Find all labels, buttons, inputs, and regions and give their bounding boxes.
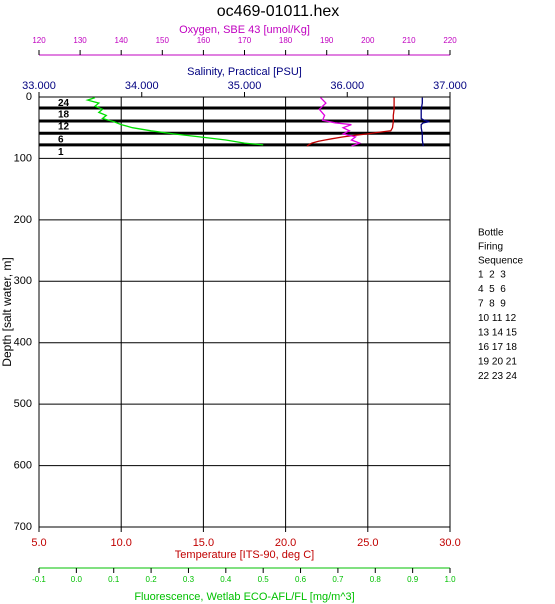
profile-line: [420, 97, 430, 147]
x-tick-label: 0.8: [370, 575, 382, 584]
x-tick-label: 34.000: [125, 80, 159, 92]
y-tick-label: 300: [14, 275, 32, 287]
y-tick-label: 200: [14, 214, 32, 226]
bottle-label: 6: [58, 135, 64, 146]
x-tick-label: 180: [279, 36, 293, 45]
legend-title: Sequence: [478, 256, 523, 267]
x-tick-label: 5.0: [31, 537, 46, 549]
x-tick-label: 0.9: [407, 575, 419, 584]
x-tick-label: 150: [156, 36, 170, 45]
y-tick-label: 700: [14, 521, 32, 533]
profile-line: [85, 96, 264, 146]
legend-row: 7 8 9: [478, 299, 506, 310]
x-tick-label: 1.0: [444, 575, 456, 584]
x-tick-label: 0.4: [220, 575, 232, 584]
x-tick-label: 120: [32, 36, 46, 45]
bottle-label: 12: [58, 122, 70, 133]
x-axis-title: Fluorescence, Wetlab ECO-AFL/FL [mg/m^3]: [134, 591, 354, 603]
x-axis-title: Salinity, Practical [PSU]: [187, 66, 302, 78]
legend-title: Firing: [478, 242, 503, 253]
y-tick-label: 100: [14, 152, 32, 164]
x-tick-label: 160: [197, 36, 211, 45]
x-tick-label: 210: [402, 36, 416, 45]
legend-row: 22 23 24: [478, 371, 517, 382]
y-tick-label: 0: [26, 91, 32, 103]
legend-row: 4 5 6: [478, 284, 506, 295]
x-tick-label: 0.5: [258, 575, 270, 584]
x-tick-label: 0.7: [332, 575, 344, 584]
x-tick-label: 220: [443, 36, 457, 45]
bottle-label: 24: [58, 98, 70, 109]
legend-row: 16 17 18: [478, 342, 517, 353]
x-tick-label: 170: [238, 36, 252, 45]
y-axis-title: Depth [salt water, m]: [0, 257, 14, 366]
chart-title: oc469-01011.hex: [217, 3, 339, 20]
x-tick-label: 30.0: [439, 537, 460, 549]
x-tick-label: 200: [361, 36, 375, 45]
x-tick-label: 0.6: [295, 575, 307, 584]
x-tick-label: 25.0: [357, 537, 378, 549]
x-tick-label: 0.0: [71, 575, 83, 584]
x-tick-label: 10.0: [110, 537, 131, 549]
x-tick-label: -0.1: [32, 575, 46, 584]
x-tick-label: 0.1: [108, 575, 120, 584]
x-tick-label: 20.0: [275, 537, 296, 549]
x-tick-label: 0.3: [183, 575, 195, 584]
x-tick-label: 140: [115, 36, 129, 45]
legend-title: Bottle: [478, 228, 504, 239]
x-tick-label: 130: [73, 36, 87, 45]
legend-row: 19 20 21: [478, 357, 517, 368]
y-tick-label: 600: [14, 459, 32, 471]
x-tick-label: 190: [320, 36, 334, 45]
bottle-label: 18: [58, 109, 70, 120]
y-tick-label: 500: [14, 398, 32, 410]
x-axis-title: Temperature [ITS-90, deg C]: [175, 549, 314, 561]
profile-line: [306, 97, 395, 147]
x-axis-title: Oxygen, SBE 43 [umol/Kg]: [179, 24, 310, 36]
x-tick-label: 36.000: [330, 80, 364, 92]
bottle-label: 1: [58, 147, 64, 158]
x-tick-label: 37.000: [433, 80, 467, 92]
x-tick-label: 0.2: [146, 575, 158, 584]
x-tick-label: 33.000: [22, 80, 56, 92]
x-tick-label: 15.0: [193, 537, 214, 549]
legend-row: 13 14 15: [478, 328, 517, 339]
legend-row: 1 2 3: [478, 270, 506, 281]
profile-line: [318, 97, 362, 147]
legend-row: 10 11 12: [478, 313, 517, 324]
y-tick-label: 400: [14, 337, 32, 349]
x-tick-label: 35.000: [228, 80, 262, 92]
